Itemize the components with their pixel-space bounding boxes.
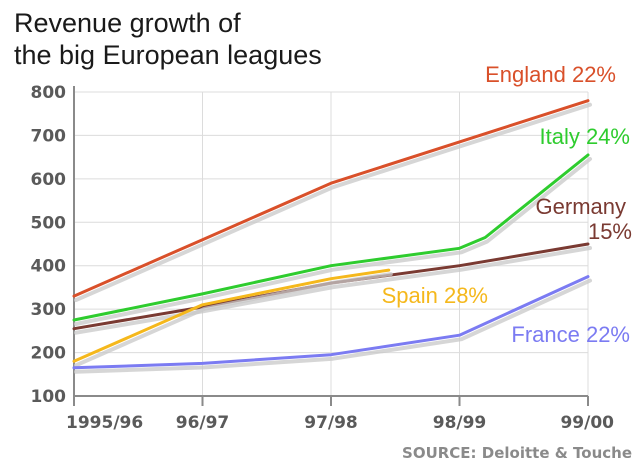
chart-title-line-2: the big European leagues	[14, 40, 322, 70]
y-tick-label: 400	[31, 257, 67, 277]
series-label-germany: Germany	[536, 194, 626, 219]
series-label-spain: Spain 28%	[382, 283, 488, 308]
series-line-italy	[72, 153, 590, 322]
x-tick-label: 1995/96	[66, 413, 143, 433]
series-label-england: England 22%	[485, 62, 616, 87]
chart-title-line-1: Revenue growth of	[14, 8, 241, 38]
series-shadow-spain	[74, 272, 393, 368]
series-line-france	[72, 275, 590, 370]
x-tick-label: 98/99	[433, 413, 487, 433]
x-tick-label: 99/00	[560, 413, 614, 433]
series-label-germany: 15%	[588, 219, 632, 244]
series-shadow-italy	[74, 157, 592, 326]
y-tick-label: 700	[31, 126, 67, 146]
y-tick-label: 300	[31, 300, 67, 320]
x-tick-label: 97/98	[304, 413, 358, 433]
series-shadow-england	[74, 102, 592, 303]
source-note: SOURCE: Deloitte & Touche	[402, 444, 632, 462]
grid	[74, 91, 589, 396]
series-label-italy: Italy 24%	[540, 124, 631, 149]
y-tick-label: 800	[31, 83, 67, 103]
x-tick-label: 96/97	[176, 413, 230, 433]
series-shadow-germany	[74, 246, 592, 335]
series-shadow-france	[74, 278, 592, 374]
y-tick-label: 200	[31, 344, 67, 364]
y-tick-label: 600	[31, 170, 67, 190]
y-tick-label: 500	[31, 213, 67, 233]
series-label-france: France 22%	[511, 322, 630, 347]
axes: 800 700 600 500 400 300 200 100 1995/96 96/97 97/9…	[31, 83, 615, 433]
series-line-england	[72, 99, 590, 298]
series-lines	[72, 99, 592, 374]
series-line-spain	[72, 268, 391, 363]
y-tick-label: 100	[31, 387, 67, 407]
